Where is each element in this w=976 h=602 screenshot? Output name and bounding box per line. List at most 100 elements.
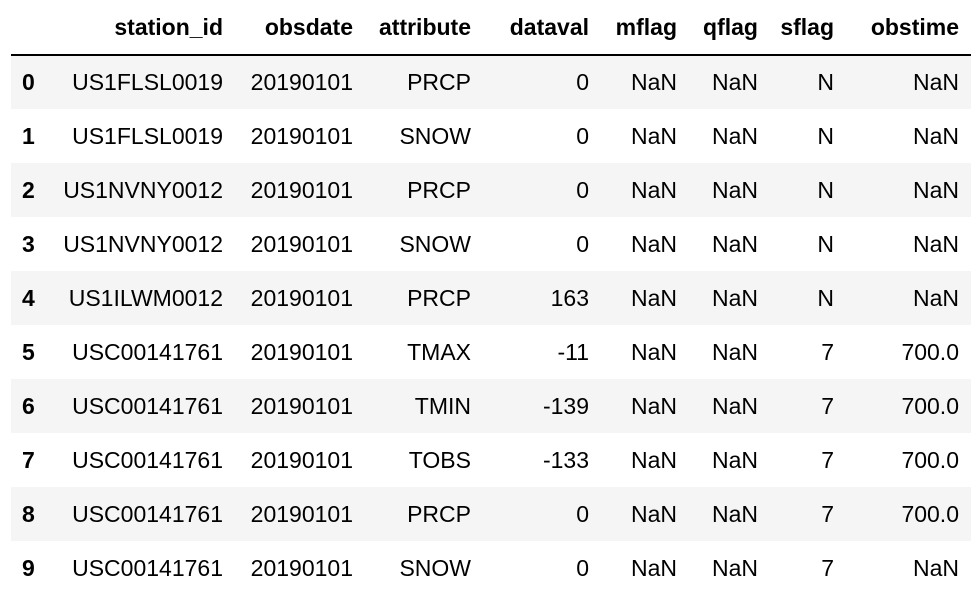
cell-station-id: US1NVNY0012 — [63, 176, 223, 203]
cell-station-id: US1ILWM0012 — [68, 284, 223, 311]
table-row: 2 US1NVNY0012 20190101 PRCP 0 NaN NaN N NaN — [11, 163, 971, 217]
cell-attribute: PRCP — [407, 500, 471, 527]
cell-sflag: 7 — [821, 554, 834, 581]
cell-dataval: 0 — [576, 176, 589, 203]
cell-mflag: NaN — [630, 500, 677, 527]
cell-sflag: 7 — [821, 392, 834, 419]
table-row: 1 US1FLSL0019 20190101 SNOW 0 NaN NaN N NaN — [11, 109, 971, 163]
cell-mflag: NaN — [630, 69, 677, 95]
cell-qflag: NaN — [711, 554, 758, 581]
column-header-mflag: mflag — [601, 0, 689, 56]
cell-obsdate: 20190101 — [250, 446, 353, 473]
cell-sflag: N — [817, 122, 834, 149]
cell-obsdate: 20190101 — [250, 122, 353, 149]
cell-qflag: NaN — [711, 446, 758, 473]
cell-attribute: SNOW — [399, 554, 471, 581]
cell-dataval: -11 — [557, 338, 589, 365]
cell-obsdate: 20190101 — [250, 554, 353, 581]
cell-mflag: NaN — [630, 554, 677, 581]
table-row: 5 USC00141761 20190101 TMAX -11 NaN NaN 7 700.0 — [11, 325, 971, 379]
cell-attribute: SNOW — [399, 122, 471, 149]
cell-mflag: NaN — [630, 230, 677, 257]
cell-qflag: NaN — [711, 230, 758, 257]
cell-obsdate: 20190101 — [250, 392, 353, 419]
cell-obstime: 700.0 — [901, 500, 959, 527]
cell-attribute: TOBS — [408, 446, 471, 473]
row-index: 2 — [22, 176, 35, 203]
table-row: 6 USC00141761 20190101 TMIN -139 NaN NaN 7 700.0 — [11, 379, 971, 433]
cell-sflag: N — [817, 69, 834, 95]
cell-obstime: NaN — [912, 554, 959, 581]
cell-sflag: 7 — [821, 446, 834, 473]
cell-sflag: N — [817, 284, 834, 311]
cell-qflag: NaN — [711, 392, 758, 419]
column-header-dataval: dataval — [483, 0, 601, 56]
table-header: station_id obsdate attribute dataval mfl… — [11, 0, 971, 56]
column-header-obstime: obstime — [846, 0, 971, 56]
cell-station-id: USC00141761 — [72, 338, 223, 365]
row-index: 3 — [22, 230, 35, 257]
cell-mflag: NaN — [630, 122, 677, 149]
cell-obstime: NaN — [912, 230, 959, 257]
cell-qflag: NaN — [711, 338, 758, 365]
cell-obsdate: 20190101 — [250, 284, 353, 311]
cell-sflag: 7 — [821, 338, 834, 365]
column-header-attribute: attribute — [365, 0, 483, 56]
row-index: 6 — [22, 392, 35, 419]
table-row: 0 US1FLSL0019 20190101 PRCP 0 NaN NaN N NaN — [11, 55, 971, 109]
column-header-sflag: sflag — [770, 0, 846, 56]
row-index: 9 — [22, 554, 35, 581]
cell-station-id: USC00141761 — [72, 500, 223, 527]
cell-obstime: 700.0 — [901, 392, 959, 419]
cell-qflag: NaN — [711, 122, 758, 149]
cell-station-id: US1FLSL0019 — [72, 122, 223, 149]
cell-obstime: NaN — [912, 284, 959, 311]
cell-dataval: 0 — [576, 122, 589, 149]
cell-attribute: TMAX — [407, 338, 471, 365]
cell-sflag: 7 — [821, 500, 834, 527]
cell-dataval: -139 — [542, 392, 589, 419]
cell-qflag: NaN — [711, 69, 758, 95]
cell-obstime: 700.0 — [901, 338, 959, 365]
table-row: 9 USC00141761 20190101 SNOW 0 NaN NaN 7 NaN — [11, 541, 971, 595]
cell-mflag: NaN — [630, 446, 677, 473]
cell-sflag: N — [817, 230, 834, 257]
table-body: 0 US1FLSL0019 20190101 PRCP 0 NaN NaN N NaN 1 US1F… — [11, 55, 971, 595]
cell-dataval: 163 — [550, 284, 589, 311]
cell-station-id: USC00141761 — [72, 446, 223, 473]
cell-obsdate: 20190101 — [250, 69, 353, 95]
column-header-station-id: station_id — [51, 0, 235, 56]
cell-obsdate: 20190101 — [250, 176, 353, 203]
cell-sflag: N — [817, 176, 834, 203]
row-index: 5 — [22, 338, 35, 365]
cell-dataval: 0 — [576, 69, 589, 95]
table-row: 3 US1NVNY0012 20190101 SNOW 0 NaN NaN N NaN — [11, 217, 971, 271]
cell-mflag: NaN — [630, 392, 677, 419]
cell-mflag: NaN — [630, 338, 677, 365]
cell-mflag: NaN — [630, 284, 677, 311]
cell-obsdate: 20190101 — [250, 500, 353, 527]
cell-attribute: PRCP — [407, 69, 471, 95]
cell-obsdate: 20190101 — [250, 338, 353, 365]
cell-obstime: NaN — [912, 122, 959, 149]
cell-dataval: 0 — [576, 500, 589, 527]
row-index: 4 — [22, 284, 35, 311]
header-row: station_id obsdate attribute dataval mfl… — [11, 0, 971, 56]
row-index: 8 — [22, 500, 35, 527]
row-index: 7 — [22, 446, 35, 473]
cell-station-id: USC00141761 — [72, 554, 223, 581]
column-header-qflag: qflag — [689, 0, 770, 56]
cell-obstime: NaN — [912, 176, 959, 203]
row-index: 1 — [22, 122, 35, 149]
column-header-obsdate: obsdate — [235, 0, 365, 56]
cell-obstime: 700.0 — [901, 446, 959, 473]
cell-obsdate: 20190101 — [250, 230, 353, 257]
table-row: 8 USC00141761 20190101 PRCP 0 NaN NaN 7 700.0 — [11, 487, 971, 541]
table-row: 4 US1ILWM0012 20190101 PRCP 163 NaN NaN N NaN — [11, 271, 971, 325]
cell-qflag: NaN — [711, 176, 758, 203]
cell-mflag: NaN — [630, 176, 677, 203]
cell-station-id: USC00141761 — [72, 392, 223, 419]
cell-dataval: -133 — [542, 446, 589, 473]
cell-qflag: NaN — [711, 284, 758, 311]
